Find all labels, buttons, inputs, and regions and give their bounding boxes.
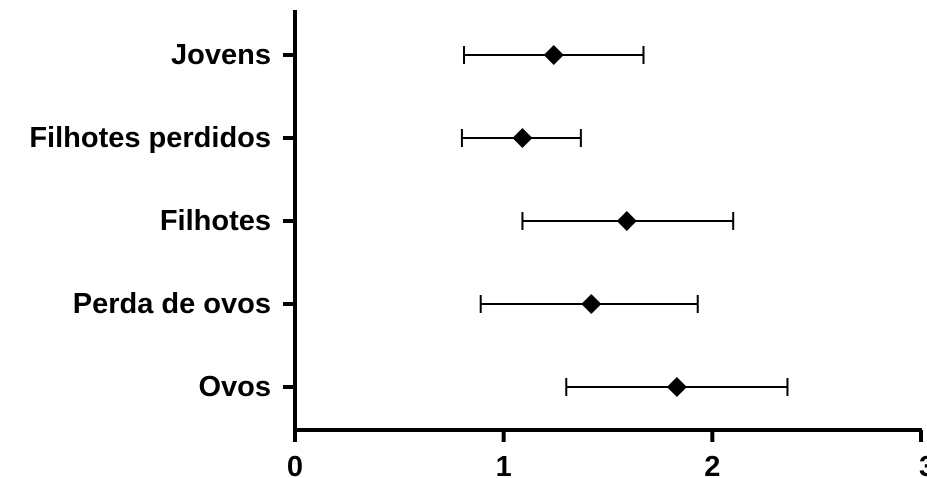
data-points: [512, 45, 687, 397]
category-label-filhotes: Filhotes: [160, 205, 271, 237]
data-point-filhotes: [616, 211, 637, 231]
category-label-perda-de-ovos: Perda de ovos: [73, 288, 271, 320]
data-point-ovos: [666, 377, 687, 397]
category-labels: Jovens Filhotes perdidos Filhotes Perda de …: [29, 39, 295, 403]
data-point-filhotes-perdidos: [512, 128, 533, 148]
category-label-ovos: Ovos: [198, 371, 271, 403]
data-point-jovens: [543, 45, 564, 65]
category-label-jovens: Jovens: [171, 39, 271, 71]
x-axis-ticks: 0 1 2 3: [287, 430, 927, 478]
x-tick-label-3: 3: [919, 451, 927, 478]
data-point-perda-de-ovos: [581, 294, 602, 314]
x-tick-label-0: 0: [287, 451, 303, 478]
x-tick-label-1: 1: [496, 451, 512, 478]
x-tick-label-2: 2: [704, 451, 720, 478]
category-label-filhotes-perdidos: Filhotes perdidos: [29, 122, 271, 154]
